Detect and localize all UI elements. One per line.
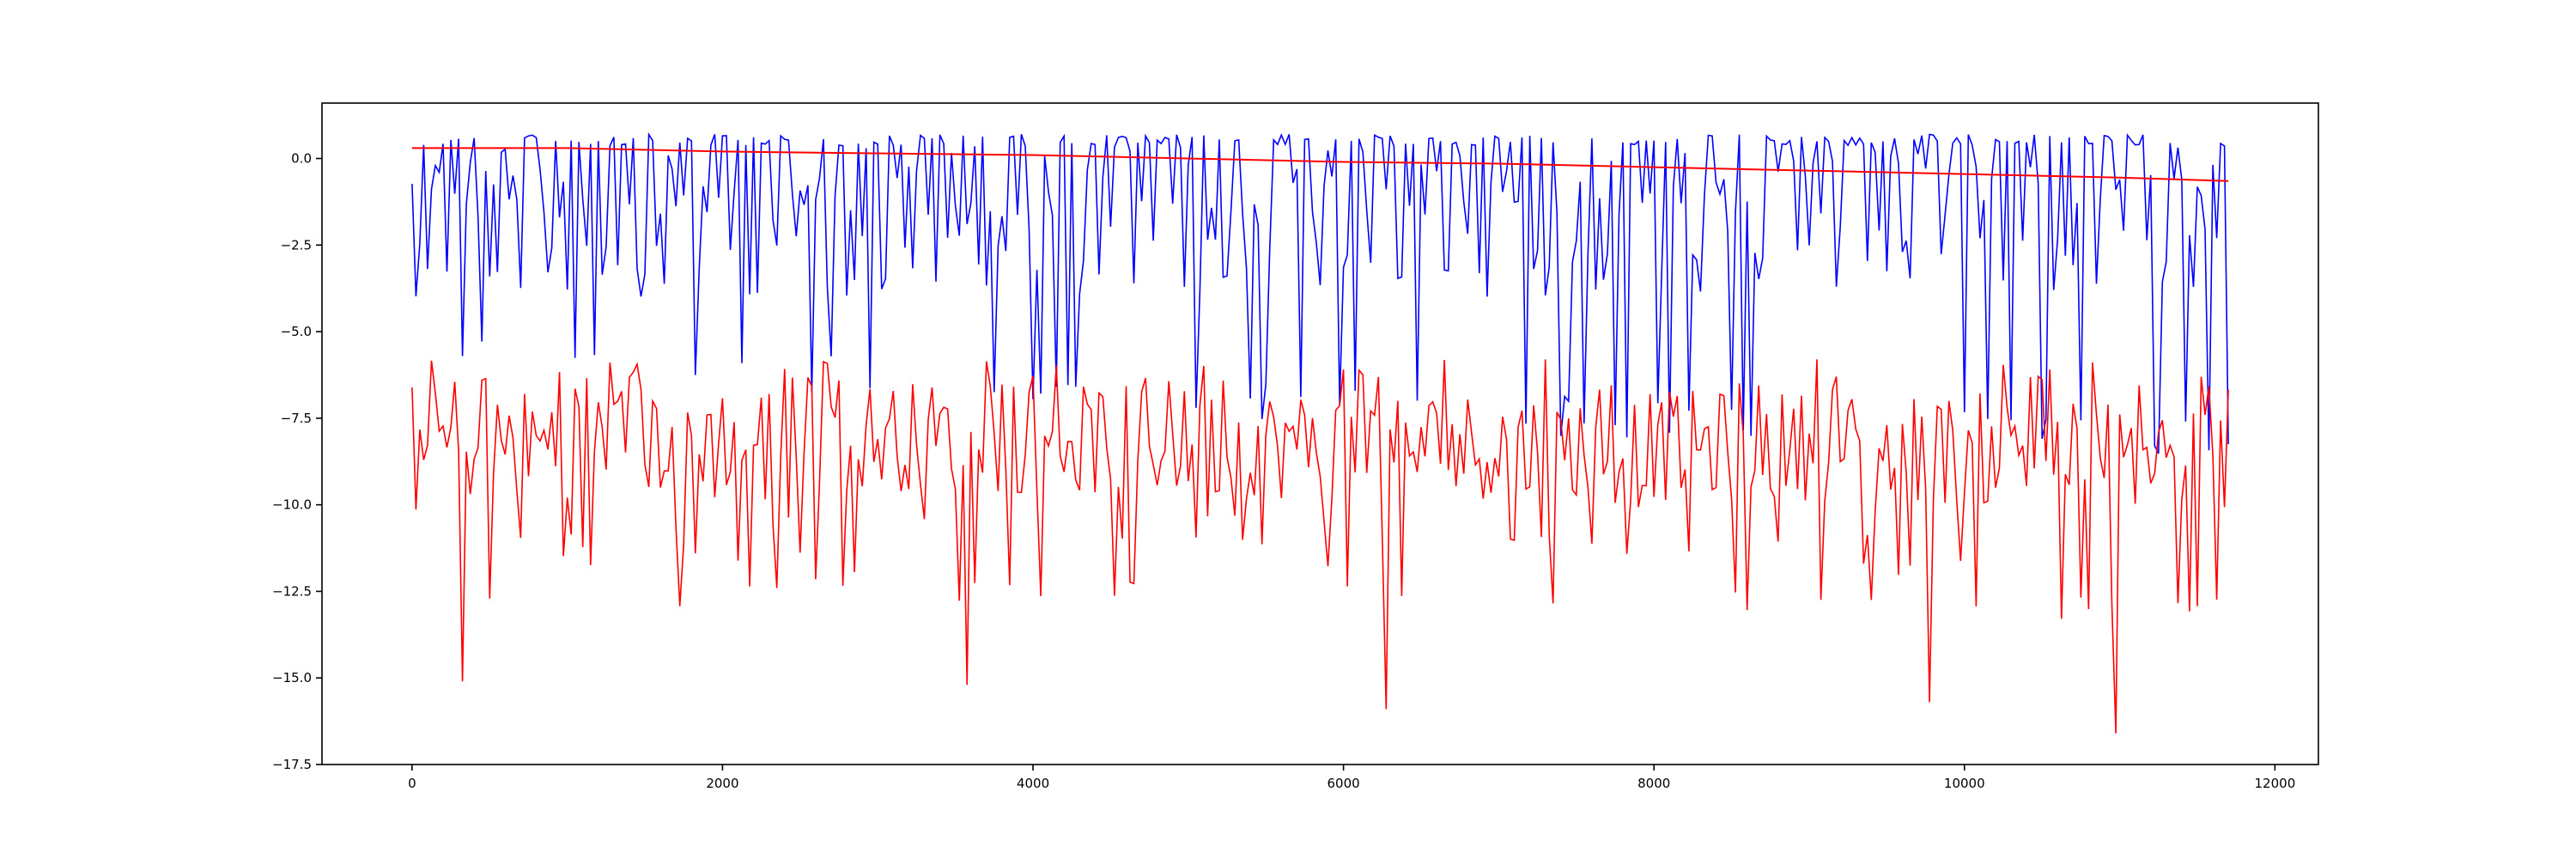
trend-line-red (411, 147, 2229, 182)
axes-frame (321, 102, 2319, 765)
series-line-blue (411, 131, 2229, 454)
y-axis: 0.0 −2.5 −5.0 −7.5 −10.0 −12.5 −15.0 −17.5 (272, 151, 322, 772)
x-tick-label: 2000 (706, 776, 738, 791)
series-line-red (411, 359, 2229, 734)
x-axis: 0 2000 4000 6000 8000 10000 12000 (408, 765, 2295, 791)
x-tick-label: 12000 (2255, 776, 2296, 791)
y-tick-label: −15.0 (272, 670, 312, 685)
y-tick-label: −17.5 (272, 757, 312, 772)
y-tick-label: −7.5 (281, 411, 312, 426)
y-tick-label: −5.0 (281, 324, 312, 339)
x-tick-label: 8000 (1637, 776, 1670, 791)
y-tick-label: −2.5 (281, 237, 312, 253)
x-tick-label: 4000 (1017, 776, 1049, 791)
plot-area (411, 131, 2229, 734)
y-tick-label: −10.0 (272, 497, 312, 513)
y-tick-label: −12.5 (272, 583, 312, 599)
x-tick-label: 6000 (1327, 776, 1360, 791)
x-tick-label: 0 (408, 776, 416, 791)
x-tick-label: 10000 (1944, 776, 1985, 791)
y-tick-label: 0.0 (291, 151, 312, 167)
